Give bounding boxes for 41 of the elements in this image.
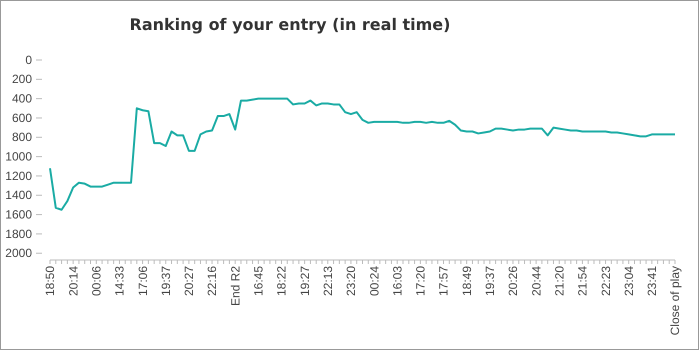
x-tick-label: 23:41 [645, 266, 660, 296]
y-tick-label: 200 [12, 72, 32, 86]
x-tick-label: 23:04 [622, 266, 636, 296]
line-series [49, 98, 676, 211]
y-tick-label: 1800 [5, 226, 32, 241]
x-tick-label: 20:26 [506, 266, 520, 296]
x-tick-label: 19:27 [298, 266, 312, 296]
x-tick-label: 00:06 [89, 266, 104, 296]
x-tick-label: 19:37 [483, 266, 498, 296]
y-tick-label: 1600 [5, 207, 32, 222]
x-tick-label: 17:06 [136, 266, 150, 296]
x-tick-label: 20:44 [529, 266, 544, 296]
x-tick-label: 16:03 [390, 266, 404, 296]
x-tick-label: 14:33 [112, 266, 127, 296]
x-tick-label: 20:27 [182, 266, 196, 296]
chart-title: Ranking of your entry (in real time) [130, 15, 450, 34]
x-tick-label: 21:54 [576, 266, 590, 296]
y-tick-label: 400 [12, 91, 32, 106]
x-tick-label: 17:57 [436, 266, 451, 296]
y-tick-label: 1200 [5, 168, 32, 183]
y-tick-label: 1000 [5, 149, 32, 164]
x-tick-label: 18:50 [43, 266, 58, 296]
x-tick-label: 00:24 [367, 266, 382, 296]
x-tick-label: 19:37 [158, 266, 173, 296]
x-tick-label: 18:22 [274, 266, 289, 296]
x-tick-label: 16:45 [252, 266, 266, 296]
y-tick-label: 800 [12, 130, 32, 144]
x-tick-label: 17:20 [414, 266, 428, 296]
y-tick-label: 2000 [5, 246, 32, 260]
x-tick-label: Close of play [668, 266, 682, 336]
y-tick-label: 0 [25, 52, 32, 67]
x-tick-label: 22:16 [205, 266, 220, 296]
x-tick-label: 22:23 [598, 266, 613, 296]
x-tick-label: 18:49 [460, 266, 474, 296]
x-tick-label: 21:20 [552, 266, 566, 296]
x-tick-label: 23:20 [344, 266, 358, 296]
x-tick-label: End R2 [228, 266, 242, 306]
y-tick-label: 600 [12, 110, 32, 125]
x-tick-label: 20:14 [66, 266, 80, 296]
x-tick-label: 22:13 [320, 266, 335, 296]
y-tick-label: 1400 [5, 188, 32, 202]
